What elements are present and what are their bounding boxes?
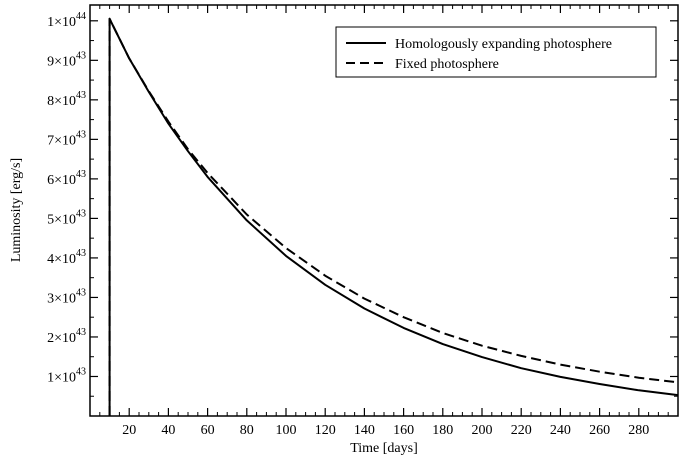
y-tick-label: 6×1043 — [47, 169, 86, 188]
y-tick-label: 1×1044 — [47, 11, 86, 30]
x-tick-label: 100 — [276, 423, 297, 438]
x-tick-label: 280 — [628, 423, 649, 438]
y-tick-label: 2×1043 — [47, 327, 86, 346]
x-tick-label: 240 — [550, 423, 571, 438]
x-tick-label: 140 — [354, 423, 375, 438]
x-tick-label: 80 — [240, 423, 254, 438]
x-axis-label: Time [days] — [350, 441, 418, 456]
series-layer — [108, 17, 679, 416]
y-tick-label: 5×1043 — [47, 208, 86, 227]
legend: Homologously expanding photosphere Fixed… — [335, 26, 657, 78]
y-axis-label: Luminosity [erg/s] — [9, 158, 24, 262]
y-tick-label: 1×1043 — [47, 366, 86, 385]
y-tick-label: 4×1043 — [47, 248, 86, 267]
legend-label-homologous: Homologously expanding photosphere — [395, 37, 612, 52]
legend-label-fixed: Fixed photosphere — [395, 57, 499, 72]
x-tick-label: 120 — [315, 423, 336, 438]
x-tick-label: 60 — [201, 423, 215, 438]
x-tick-label: 200 — [472, 423, 493, 438]
x-tick-label: 20 — [122, 423, 136, 438]
y-tick-label: 7×1043 — [47, 129, 86, 148]
series-line-homologous-photosphere — [108, 17, 679, 416]
x-tick-label: 180 — [432, 423, 453, 438]
tick-layer: 20 40 60 80 100 120 140 160 180 200 220 240 260 280 1×… — [47, 5, 678, 438]
x-tick-label: 160 — [393, 423, 414, 438]
y-tick-label: 8×1043 — [47, 90, 86, 109]
legend-box — [335, 26, 657, 78]
x-tick-label: 260 — [589, 423, 610, 438]
y-tick-label: 3×1043 — [47, 287, 86, 306]
series-line-fixed-photosphere — [108, 17, 679, 416]
y-tick-label: 9×1043 — [47, 50, 86, 69]
x-tick-label: 220 — [511, 423, 532, 438]
x-tick-label: 40 — [161, 423, 175, 438]
